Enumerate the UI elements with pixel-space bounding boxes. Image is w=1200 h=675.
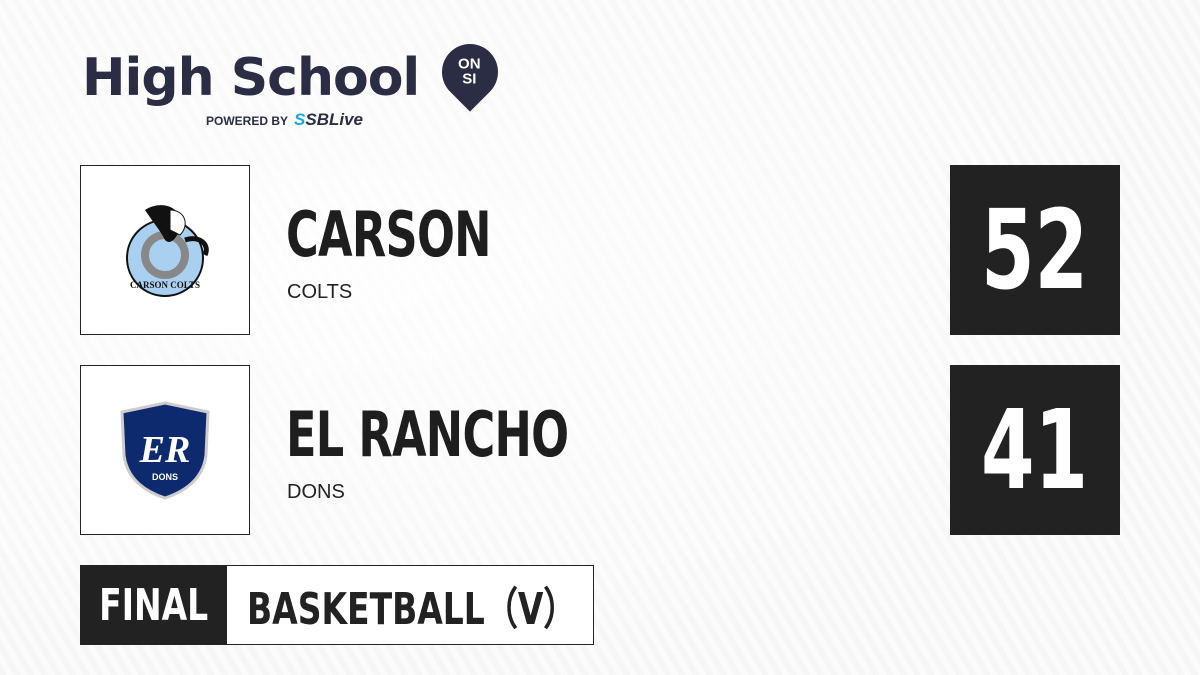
el-rancho-shield-icon: ER DONS [120,401,210,500]
sport-label: BASKETBALL（V） [247,584,577,635]
game-status-bar: FINAL BASKETBALL（V） [80,565,594,645]
sblive-logo: S [294,110,306,129]
powered-by: POWERED BY SSBLive [206,110,363,129]
team-score: 52 [950,165,1120,335]
team-mascot: DONS [287,481,345,503]
svg-text:CARSON COLTS: CARSON COLTS [130,280,200,290]
carson-colts-logo-icon: CARSON COLTS [126,205,209,297]
svg-text:DONS: DONS [152,472,178,482]
team-mascot: COLTS [287,281,353,303]
svg-text:ER: ER [139,429,191,471]
team-score: 41 [950,365,1120,535]
team-name: CARSON [286,198,492,271]
team-logo-el-rancho: ER DONS [80,365,250,535]
team-logo-carson: CARSON COLTS [80,165,250,335]
status-badge: FINAL [81,566,227,644]
high-school-on-si-logo: High School ON SI POWERED BY SSBLive [82,32,510,129]
logo-title: High School [82,48,420,108]
team-name: EL RANCHO [286,398,569,471]
